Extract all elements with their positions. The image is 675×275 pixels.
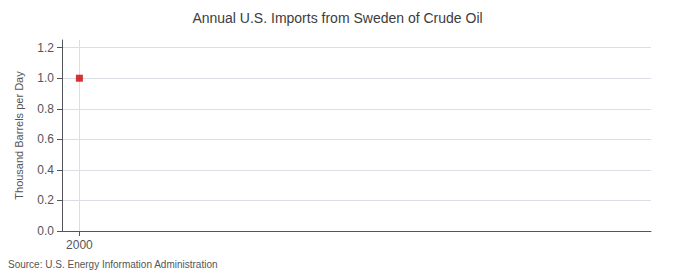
svg-text:Thousand Barrels per Day: Thousand Barrels per Day: [13, 71, 25, 200]
svg-text:2000: 2000: [66, 238, 93, 252]
svg-text:0.6: 0.6: [37, 132, 54, 146]
svg-text:1.2: 1.2: [37, 41, 54, 55]
svg-text:0.0: 0.0: [37, 224, 54, 238]
svg-text:Annual U.S. Imports from Swede: Annual U.S. Imports from Sweden of Crude…: [192, 10, 482, 26]
svg-text:0.8: 0.8: [37, 102, 54, 116]
svg-text:0.4: 0.4: [37, 163, 54, 177]
svg-text:0.2: 0.2: [37, 193, 54, 207]
svg-text:Source: U.S. Energy Informatio: Source: U.S. Energy Information Administ…: [8, 259, 218, 270]
svg-text:1.0: 1.0: [37, 71, 54, 85]
